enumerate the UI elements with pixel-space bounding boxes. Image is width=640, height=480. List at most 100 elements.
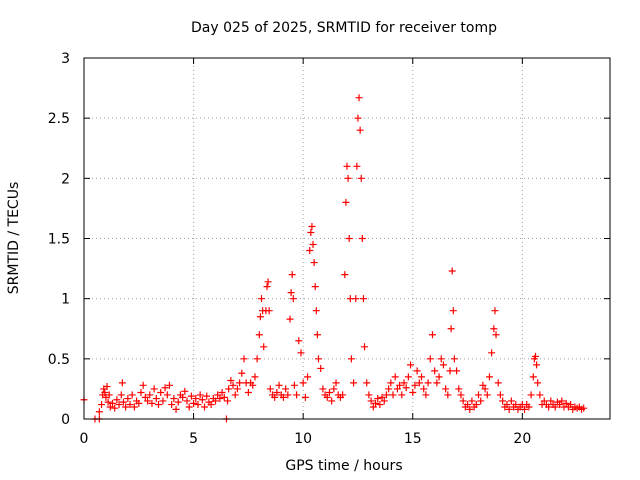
data-point [118,379,126,387]
data-point [378,393,386,401]
data-point [490,325,498,333]
data-point [448,267,456,275]
data-point [342,198,350,206]
x-tick-label: 5 [189,431,198,447]
data-point [203,392,211,400]
data-point [409,389,417,397]
data-point [311,283,319,291]
data-point [525,403,533,411]
data-point [527,391,535,399]
data-point [106,403,114,411]
y-tick-label: 2 [61,171,70,187]
data-point [507,397,515,405]
data-point [393,385,401,393]
data-point [229,381,237,389]
x-axis-label: GPS time / hours [285,458,402,474]
data-point [531,352,539,360]
data-point [231,391,239,399]
data-point [214,391,222,399]
y-tick-label: 3 [61,51,70,67]
data-point [371,399,379,407]
data-point [385,385,393,393]
data-point [376,401,384,409]
data-point [194,401,202,409]
data-point [505,405,513,413]
data-point [400,379,408,387]
data-point [301,393,309,401]
data-point [457,391,465,399]
data-point [249,381,257,389]
data-point [428,331,436,339]
data-point [396,381,404,389]
data-point [350,379,358,387]
data-point [244,389,252,397]
data-point [459,397,467,405]
data-point [567,401,575,409]
y-tick-label: 2.5 [48,111,70,127]
data-point [339,391,347,399]
data-point [455,385,463,393]
data-point [181,387,189,395]
data-point [260,343,268,351]
data-point [472,401,480,409]
data-point [98,401,106,409]
data-point [540,397,548,405]
data-point [307,228,315,236]
data-point [418,373,426,381]
points-layer [80,94,588,423]
data-point [236,379,244,387]
data-point [196,391,204,399]
data-point [312,307,320,315]
data-point [442,385,450,393]
data-point [521,405,529,413]
data-point [117,391,125,399]
data-point [122,403,130,411]
data-point [266,385,274,393]
data-point [256,313,264,321]
data-point [556,401,564,409]
data-point [187,392,195,400]
data-point [353,162,361,170]
data-point [483,391,491,399]
data-point [330,385,338,393]
grid-layer [84,58,610,419]
data-point [529,373,537,381]
data-point [165,381,173,389]
data-point [286,315,294,323]
x-tick-label: 0 [80,431,89,447]
data-point [155,401,163,409]
data-point [168,401,176,409]
data-point [271,393,279,401]
data-point [558,397,566,405]
data-point [411,381,419,389]
data-point [225,385,233,393]
data-point [279,393,287,401]
data-point [258,295,266,303]
data-point [433,379,441,387]
data-point [404,373,412,381]
data-point [344,174,352,182]
data-point [207,401,215,409]
data-point [255,331,263,339]
data-point [402,384,410,392]
data-point [295,337,303,345]
data-point [273,389,281,397]
data-point [533,361,541,369]
data-point [347,355,355,363]
data-point [306,247,314,255]
data-point [545,403,553,411]
y-axis-label: SRMTID / TECUs [6,182,22,295]
data-point [150,385,158,393]
data-point [183,397,191,405]
data-point [446,367,454,375]
data-point [328,397,336,405]
data-point [374,395,382,403]
data-point [179,393,187,401]
data-point [343,162,351,170]
data-point [355,94,363,102]
data-point [144,397,152,405]
data-point [424,379,432,387]
data-point [313,331,321,339]
y-tick-label: 0 [61,412,70,428]
data-point [146,391,154,399]
